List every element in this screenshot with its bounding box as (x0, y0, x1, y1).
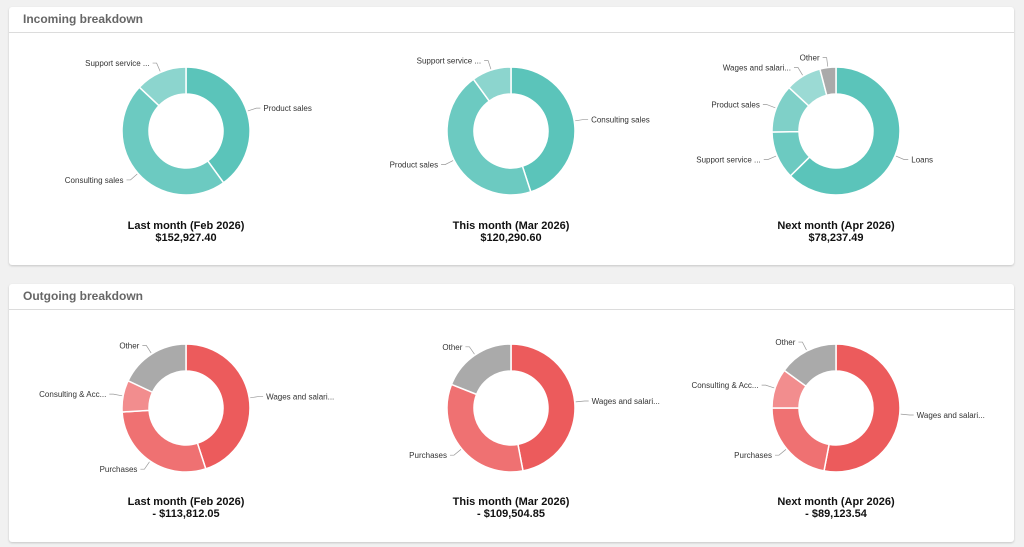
incoming-next-month-caption: Next month (Apr 2026) $78,237.49 (711, 220, 961, 244)
slice-label-support-service: Support service ... (85, 59, 149, 68)
slice-label-product-sales: Product sales (263, 104, 311, 113)
label-leader-line (575, 400, 589, 403)
slice-label-other: Other (775, 338, 795, 347)
outgoing-donut-charts: Wages and salari... Purchases Consulting &… (39, 338, 985, 474)
chart-caption: This month (Mar 2026) (452, 496, 570, 508)
donut-slice-consulting-sales[interactable] (121, 86, 225, 196)
slice-label-consulting-acc: Consulting & Acc... (39, 390, 106, 399)
chart-amount: - $89,123.54 (805, 508, 867, 520)
outgoing-breakdown-title: Outgoing breakdown (9, 284, 1014, 310)
chart-amount: - $113,812.05 (152, 508, 220, 520)
incoming-donut-charts: Product sales Consulting sales Support ser… (65, 54, 933, 196)
donut-slice-product-sales[interactable] (446, 78, 532, 196)
label-leader-line (142, 345, 152, 354)
outgoing-last-month-caption: Last month (Feb 2026) - $113,812.05 (61, 496, 311, 520)
donut-slice-other[interactable] (819, 66, 837, 97)
label-leader-line (895, 155, 909, 160)
donut-slice-consulting-sales[interactable] (510, 66, 576, 193)
slice-label-wages-and-salari: Wages and salari... (917, 411, 985, 420)
donut-slice-product-sales[interactable] (185, 66, 251, 184)
donut-slice-wages-and-salari[interactable] (823, 343, 901, 473)
slice-label-wages-and-salari: Wages and salari... (266, 392, 334, 401)
label-leader-line (250, 396, 264, 399)
label-leader-line (140, 461, 150, 470)
label-leader-line (247, 107, 261, 112)
slice-label-wages-and-salari: Wages and salari... (723, 64, 791, 73)
label-leader-line (763, 155, 777, 160)
outgoing-next-month-caption: Next month (Apr 2026) - $89,123.54 (711, 496, 961, 520)
label-leader-line (126, 173, 138, 181)
chart-caption: Last month (Feb 2026) (127, 496, 245, 508)
label-leader-line (152, 62, 161, 72)
incoming-last-month-caption: Last month (Feb 2026) $152,927.40 (61, 220, 311, 244)
label-leader-line (484, 60, 492, 70)
slice-label-purchases: Purchases (409, 451, 447, 460)
slice-label-wages-and-salari: Wages and salari... (592, 397, 660, 406)
slice-label-loans: Loans (911, 156, 933, 165)
incoming-charts: Product sales Consulting sales Support ser… (9, 33, 1014, 265)
chart-amount: $78,237.49 (808, 232, 864, 244)
label-leader-line (774, 449, 787, 456)
chart-caption: Next month (Apr 2026) (777, 220, 895, 232)
slice-label-other: Other (800, 54, 820, 63)
chart-caption: Last month (Feb 2026) (127, 220, 245, 232)
donut-slice-support-service[interactable] (472, 66, 512, 103)
slice-label-other: Other (119, 342, 139, 351)
outgoing-this-month-caption: This month (Mar 2026) - $109,504.85 (386, 496, 636, 520)
slice-label-support-service: Support service ... (696, 156, 760, 165)
slice-label-support-service: Support service ... (417, 57, 481, 66)
slice-label-purchases: Purchases (100, 465, 138, 474)
label-leader-line (822, 57, 829, 67)
label-leader-line (465, 346, 475, 355)
label-leader-line (109, 393, 123, 397)
label-leader-line (761, 384, 775, 389)
label-leader-line (575, 119, 589, 122)
donut-slice-purchases[interactable] (121, 409, 207, 473)
chart-caption: Next month (Apr 2026) (777, 496, 895, 508)
label-leader-line (449, 449, 462, 456)
donut-slice-purchases[interactable] (771, 407, 830, 472)
chart-amount: $120,290.60 (480, 232, 542, 244)
label-leader-line (798, 341, 807, 351)
slice-label-purchases: Purchases (734, 451, 772, 460)
donut-slice-loans[interactable] (789, 66, 901, 196)
slice-label-other: Other (442, 343, 462, 352)
chart-amount: - $109,504.85 (477, 508, 545, 520)
chart-caption: This month (Mar 2026) (452, 220, 570, 232)
incoming-breakdown-title: Incoming breakdown (9, 7, 1014, 33)
donut-slice-other[interactable] (127, 343, 187, 394)
chart-amount: $152,927.40 (155, 232, 217, 244)
donut-slice-wages-and-salari[interactable] (510, 343, 576, 472)
donut-slice-wages-and-salari[interactable] (185, 343, 251, 470)
donut-slice-other[interactable] (450, 343, 512, 396)
label-leader-line (441, 160, 454, 165)
outgoing-charts: Wages and salari... Purchases Consulting &… (9, 310, 1014, 542)
incoming-this-month-caption: This month (Mar 2026) $120,290.60 (386, 220, 636, 244)
label-leader-line (900, 413, 914, 416)
donut-slice-support-service[interactable] (138, 66, 187, 107)
slice-label-product-sales: Product sales (390, 161, 438, 170)
outgoing-breakdown-card: Outgoing breakdown Wages and salari... Pu… (9, 284, 1014, 542)
incoming-breakdown-card: Incoming breakdown Product sales Consulti… (9, 7, 1014, 265)
donut-slice-other[interactable] (783, 343, 837, 388)
slice-label-product-sales: Product sales (711, 101, 759, 110)
slice-label-consulting-sales: Consulting sales (65, 176, 124, 185)
slice-label-consulting-acc: Consulting & Acc... (691, 381, 758, 390)
slice-label-consulting-sales: Consulting sales (591, 115, 650, 124)
label-leader-line (762, 104, 776, 109)
label-leader-line (793, 67, 803, 76)
donut-slice-purchases[interactable] (446, 383, 524, 473)
